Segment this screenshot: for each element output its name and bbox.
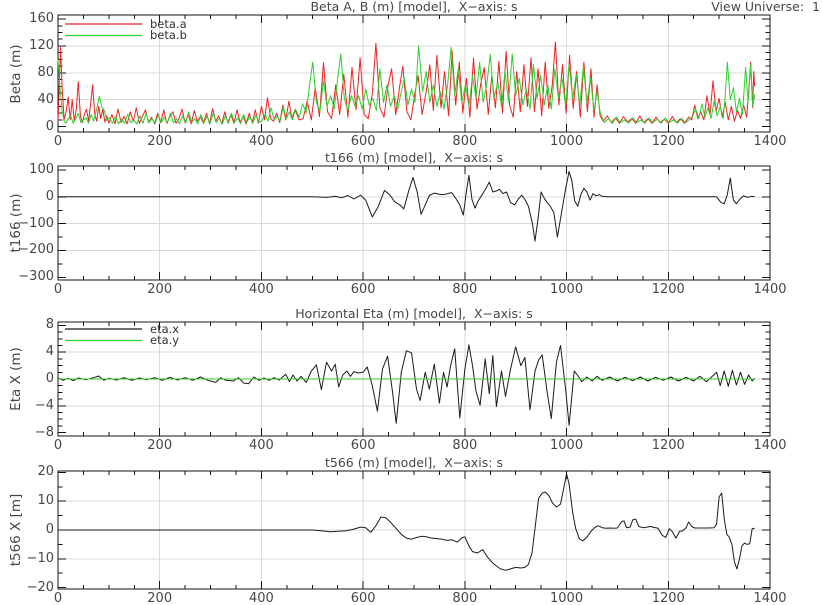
plot-title-3: t566 (m) [model], X−axis: s	[324, 455, 503, 470]
x-tick-label: 1200	[651, 134, 685, 149]
y-tick-label: 0	[45, 371, 54, 386]
y-tick-label: −20	[26, 579, 54, 595]
curve-t566	[58, 473, 755, 571]
x-tick-label: 200	[147, 134, 173, 149]
x-tick-label: 1000	[550, 591, 584, 605]
y-tick-label: −200	[18, 242, 54, 258]
legend-label-eta.y: eta.y	[150, 333, 180, 347]
x-tick-label: 200	[147, 282, 173, 297]
x-tick-label: 1200	[651, 438, 685, 453]
x-tick-label: 1000	[550, 282, 584, 297]
x-tick-label: 600	[350, 282, 376, 297]
x-tick-label: 0	[53, 438, 63, 453]
plot-title-0: Beta A, B (m) [model], X−axis: s	[310, 0, 518, 14]
legend-label-beta.a: beta.a	[150, 16, 187, 31]
y-tick-label: −300	[18, 269, 54, 285]
x-tick-label: 800	[452, 282, 478, 297]
x-tick-label: 0	[53, 134, 63, 149]
x-tick-label: 800	[452, 134, 478, 149]
plot-title-2: Horizontal Eta (m) [model], X−axis: s	[295, 306, 533, 321]
curve-beta.b	[57, 45, 756, 125]
y-tick-label: 10	[37, 493, 54, 509]
x-tick-label: 1400	[753, 591, 787, 605]
x-tick-label: 1400	[753, 438, 787, 453]
x-tick-label: 1000	[550, 134, 584, 149]
x-tick-label: 600	[350, 134, 376, 149]
x-tick-label: 600	[350, 591, 376, 605]
legend-label-eta.x: eta.x	[150, 321, 180, 336]
curve-t166	[58, 170, 755, 242]
x-tick-label: 200	[147, 591, 173, 605]
y-tick-label: 0	[45, 522, 54, 537]
x-tick-label: 1200	[651, 282, 685, 297]
x-tick-label: 600	[350, 438, 376, 453]
x-tick-label: 400	[249, 591, 274, 605]
y-tick-label: 40	[37, 91, 54, 107]
x-tick-label: 0	[53, 591, 63, 605]
y-tick-label: 8	[45, 317, 54, 333]
curve-beta.a	[57, 41, 756, 125]
y-tick-label: −4	[34, 397, 54, 413]
y-tick-label: 0	[45, 188, 54, 204]
x-tick-label: 400	[249, 134, 274, 149]
x-tick-label: 800	[452, 591, 478, 605]
x-tick-label: 1400	[753, 282, 787, 297]
curve-eta.x	[57, 344, 756, 426]
x-tick-label: 400	[249, 438, 274, 453]
y-tick-label: 0	[45, 118, 54, 134]
y-tick-label: −8	[34, 424, 54, 440]
legend-label-beta.b: beta.b	[150, 28, 187, 42]
view-universe-label: View Universe: 1	[711, 0, 820, 14]
x-tick-label: 0	[53, 282, 63, 297]
y-tick-label: −10	[26, 550, 54, 566]
y-tick-label: 80	[37, 64, 54, 80]
y-tick-label: 4	[45, 344, 54, 360]
x-tick-label: 1200	[651, 591, 685, 605]
plot-title-1: t166 (m) [model], X−axis: s	[324, 150, 503, 165]
y-tick-label: 100	[29, 162, 54, 178]
x-tick-label: 1000	[550, 438, 584, 453]
x-tick-label: 1400	[753, 134, 787, 149]
y-tick-label: −100	[18, 215, 54, 231]
x-tick-label: 400	[249, 282, 274, 297]
x-tick-label: 800	[452, 438, 478, 453]
y-tick-label: 20	[37, 464, 54, 480]
y-tick-label: 160	[29, 11, 54, 27]
x-tick-label: 200	[147, 438, 173, 453]
y-tick-label: 120	[29, 37, 54, 53]
